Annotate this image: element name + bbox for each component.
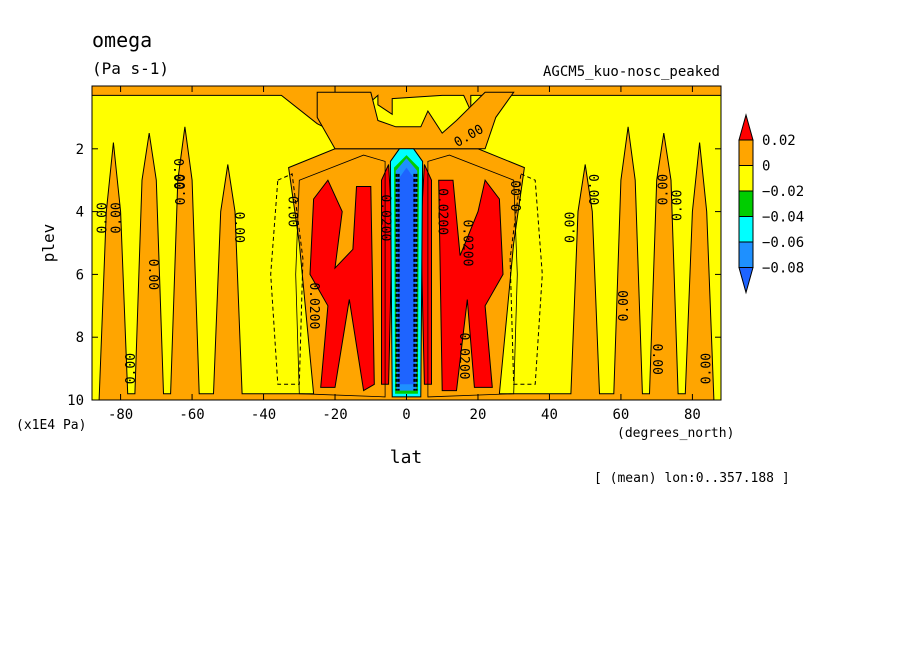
contour-label: 0.00 <box>95 202 110 233</box>
contour-label: 0.0200 <box>435 188 450 235</box>
y-tick-label: 10 <box>67 393 84 409</box>
contour-label: 0.00 <box>649 344 664 375</box>
outer-ascent-contour <box>427 154 518 398</box>
colorbar-cap-top <box>738 113 754 141</box>
y-axis-units: (x1E4 Pa) <box>16 418 86 433</box>
y-tick-label: 6 <box>76 267 84 283</box>
contour-label: 0.00 <box>656 174 671 205</box>
contour-labels: 0.00 0.000.000.000.000.000.000.000.02000.… <box>95 122 714 384</box>
ascent-region-north <box>438 179 504 392</box>
colorbar-swatch <box>738 139 754 166</box>
colorbar-swatch <box>738 190 754 217</box>
contour-label: 0.00 <box>231 212 246 243</box>
colorbar-label: 0.02 <box>762 133 796 149</box>
y-axis-ticks: 2 4 6 8 10 <box>67 142 721 409</box>
colorbar-label: −0.02 <box>762 184 804 200</box>
negative-band-yellow <box>91 94 722 401</box>
colorbar-label: −0.04 <box>762 210 804 226</box>
contour-label: 0.0200 <box>460 219 475 266</box>
contour-label: 0.00 <box>174 174 189 205</box>
contour-label: 0.00 <box>564 212 579 243</box>
contour-lines <box>270 154 543 398</box>
ascent-streak-south <box>381 164 393 385</box>
x-tick-label: -80 <box>108 407 133 423</box>
x-axis-label: lat <box>390 447 423 468</box>
chart-units: (Pa s-1) <box>92 59 169 78</box>
contour-label: 0.00 <box>145 259 160 290</box>
colorbar-label: −0.06 <box>762 235 804 251</box>
colorbar-swatch <box>738 241 754 268</box>
colorbar-swatch <box>738 165 754 192</box>
contour-label: 0.0200 <box>378 194 393 241</box>
x-tick-label: 20 <box>470 407 487 423</box>
x-tick-label: 60 <box>613 407 630 423</box>
outer-ascent-contour <box>295 154 386 398</box>
colorbar-swatch <box>738 216 754 243</box>
y-tick-label: 4 <box>76 205 84 221</box>
colorbar-label: −0.08 <box>762 261 804 277</box>
plot-area: 0.00 0.000.000.000.000.000.000.000.02000.… <box>67 85 722 423</box>
contour-label: 0.0200 <box>306 282 321 329</box>
descent-core-deep <box>397 167 416 385</box>
colorbar-label: 0 <box>762 159 770 175</box>
contour-label: 0.0200 <box>456 333 471 380</box>
contour-label: 0.00 <box>124 353 139 384</box>
contour-label: 0.00 <box>285 196 300 227</box>
colorbar-legend: 0.02 0 −0.02 −0.04 −0.06 −0.08 <box>738 113 804 295</box>
contour-label: 0.00 <box>585 174 600 205</box>
contour-label: 0.00 <box>671 190 686 221</box>
contour-label: 0.00 <box>170 158 185 189</box>
x-tick-label: 40 <box>541 407 558 423</box>
x-tick-label: 80 <box>684 407 701 423</box>
x-tick-label: 0 <box>402 407 410 423</box>
chart-title: omega <box>92 28 152 52</box>
positive-cap-orange <box>316 91 515 150</box>
x-tick-label: -20 <box>322 407 347 423</box>
colorbar-cap-bottom <box>738 267 754 295</box>
weak-descent-contour <box>509 173 543 385</box>
x-tick-label: -40 <box>251 407 276 423</box>
y-axis-label: plev <box>39 224 58 263</box>
y-tick-label: 8 <box>76 330 84 346</box>
filled-contours <box>91 91 722 401</box>
footnote: [ (mean) lon:0..357.188 ] <box>594 471 790 486</box>
x-axis-ticks: -80 -60 -40 -20 0 20 40 60 80 <box>108 86 701 423</box>
x-axis-units: (degrees_north) <box>617 426 734 441</box>
y-tick-label: 2 <box>76 142 84 158</box>
chart-subtitle: AGCM5_kuo-nosc_peaked <box>543 64 720 80</box>
contour-label: 0.00 <box>617 290 632 321</box>
ascent-region-south <box>309 179 375 392</box>
x-tick-label: -60 <box>179 407 204 423</box>
contour-label: 0.00 <box>110 202 125 233</box>
contour-label: 0.00 <box>699 353 714 384</box>
contour-label: 0.00 <box>510 180 525 211</box>
